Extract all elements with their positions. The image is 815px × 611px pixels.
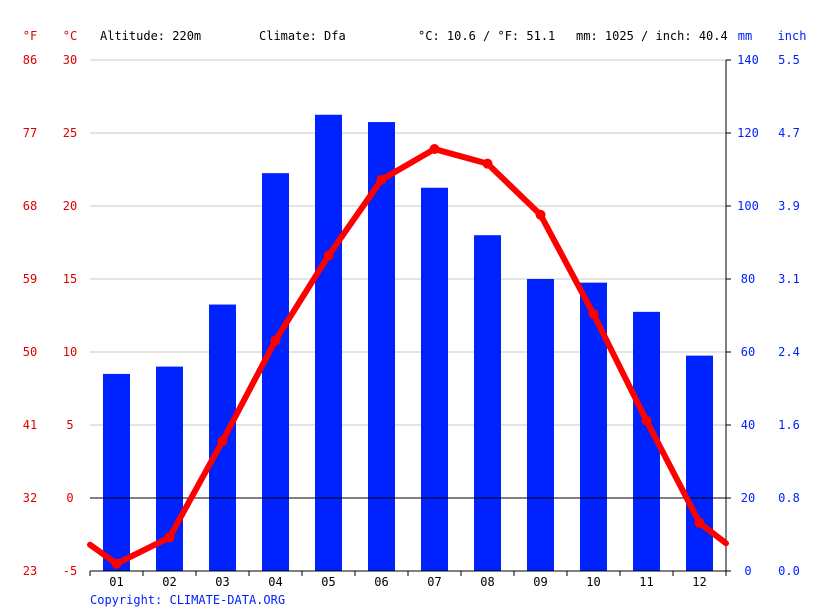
temperature-point	[164, 532, 175, 543]
temperature-point	[111, 558, 122, 569]
x-tick-label-month: 05	[321, 575, 335, 589]
precipitation-bars	[103, 114, 713, 572]
axes	[89, 59, 731, 576]
x-tick-label-month: 04	[268, 575, 282, 589]
temperature-point	[376, 174, 387, 185]
x-tick-label-month: 11	[639, 575, 653, 589]
precipitation-bar	[421, 187, 448, 571]
temperature-point	[641, 415, 652, 426]
y-tick-label-mm: 40	[741, 418, 755, 432]
precipitation-bar	[686, 355, 713, 571]
precipitation-bar	[315, 114, 342, 571]
y-tick-label-mm: 60	[741, 345, 755, 359]
precipitation-summary: mm: 1025 / inch: 40.4	[576, 29, 728, 43]
unit-inch-header: inch	[778, 29, 807, 43]
altitude-label: Altitude: 220m	[100, 29, 201, 43]
y-tick-label-inch: 0.8	[778, 491, 800, 505]
unit-fahrenheit-header: °F	[23, 29, 37, 43]
temperature-point	[588, 309, 599, 320]
y-tick-label-inch: 4.7	[778, 126, 800, 140]
y-tick-label-celsius: 30	[63, 53, 77, 67]
y-tick-label-celsius: 20	[63, 199, 77, 213]
y-tick-label-celsius: 0	[66, 491, 73, 505]
y-tick-label-fahrenheit: 41	[23, 418, 37, 432]
x-tick-label-month: 01	[109, 575, 123, 589]
temperature-point	[694, 517, 705, 528]
y-tick-label-inch: 0.0	[778, 564, 800, 578]
unit-mm-header: mm	[738, 29, 752, 43]
temperature-point	[323, 250, 334, 261]
temperature-point	[482, 158, 493, 169]
precipitation-bar	[527, 279, 554, 571]
x-tick-label-month: 09	[533, 575, 547, 589]
y-tick-label-fahrenheit: 32	[23, 491, 37, 505]
climate-label: Climate: Dfa	[259, 29, 346, 43]
precipitation-bar	[103, 373, 130, 571]
y-tick-label-mm: 20	[741, 491, 755, 505]
temperature-summary: °C: 10.6 / °F: 51.1	[418, 29, 555, 43]
y-tick-label-fahrenheit: 68	[23, 199, 37, 213]
y-tick-label-fahrenheit: 23	[23, 564, 37, 578]
y-tick-label-inch: 2.4	[778, 345, 800, 359]
y-tick-label-celsius: -5	[63, 564, 77, 578]
x-tick-label-month: 10	[586, 575, 600, 589]
x-tick-label-month: 08	[480, 575, 494, 589]
copyright-link[interactable]: Copyright: CLIMATE-DATA.ORG	[90, 593, 285, 607]
y-tick-label-celsius: 5	[66, 418, 73, 432]
y-tick-label-fahrenheit: 59	[23, 272, 37, 286]
temperature-point	[270, 335, 281, 346]
grid-lines	[90, 59, 726, 426]
x-tick-label-month: 03	[215, 575, 229, 589]
temperature-line	[87, 144, 729, 569]
x-tick-label-month: 12	[692, 575, 706, 589]
precipitation-bar	[580, 282, 607, 571]
y-tick-label-fahrenheit: 50	[23, 345, 37, 359]
y-tick-label-celsius: 15	[63, 272, 77, 286]
y-tick-label-mm: 100	[737, 199, 759, 213]
y-tick-label-inch: 1.6	[778, 418, 800, 432]
y-tick-label-inch: 5.5	[778, 53, 800, 67]
temperature-point	[217, 436, 228, 447]
y-tick-label-celsius: 10	[63, 345, 77, 359]
y-tick-label-fahrenheit: 86	[23, 53, 37, 67]
temperature-point	[535, 209, 546, 220]
y-tick-label-mm: 120	[737, 126, 759, 140]
x-tick-label-month: 07	[427, 575, 441, 589]
temperature-point	[429, 144, 440, 155]
unit-celsius-header: °C	[63, 29, 77, 43]
y-tick-label-inch: 3.9	[778, 199, 800, 213]
precipitation-bar	[262, 173, 289, 571]
y-tick-label-celsius: 25	[63, 126, 77, 140]
y-tick-label-mm: 80	[741, 272, 755, 286]
y-tick-label-mm: 0	[744, 564, 751, 578]
precipitation-bar	[474, 235, 501, 571]
temperature-series-line	[87, 146, 729, 567]
x-tick-label-month: 06	[374, 575, 388, 589]
y-tick-label-inch: 3.1	[778, 272, 800, 286]
y-tick-label-mm: 140	[737, 53, 759, 67]
x-tick-label-month: 02	[162, 575, 176, 589]
y-tick-label-fahrenheit: 77	[23, 126, 37, 140]
